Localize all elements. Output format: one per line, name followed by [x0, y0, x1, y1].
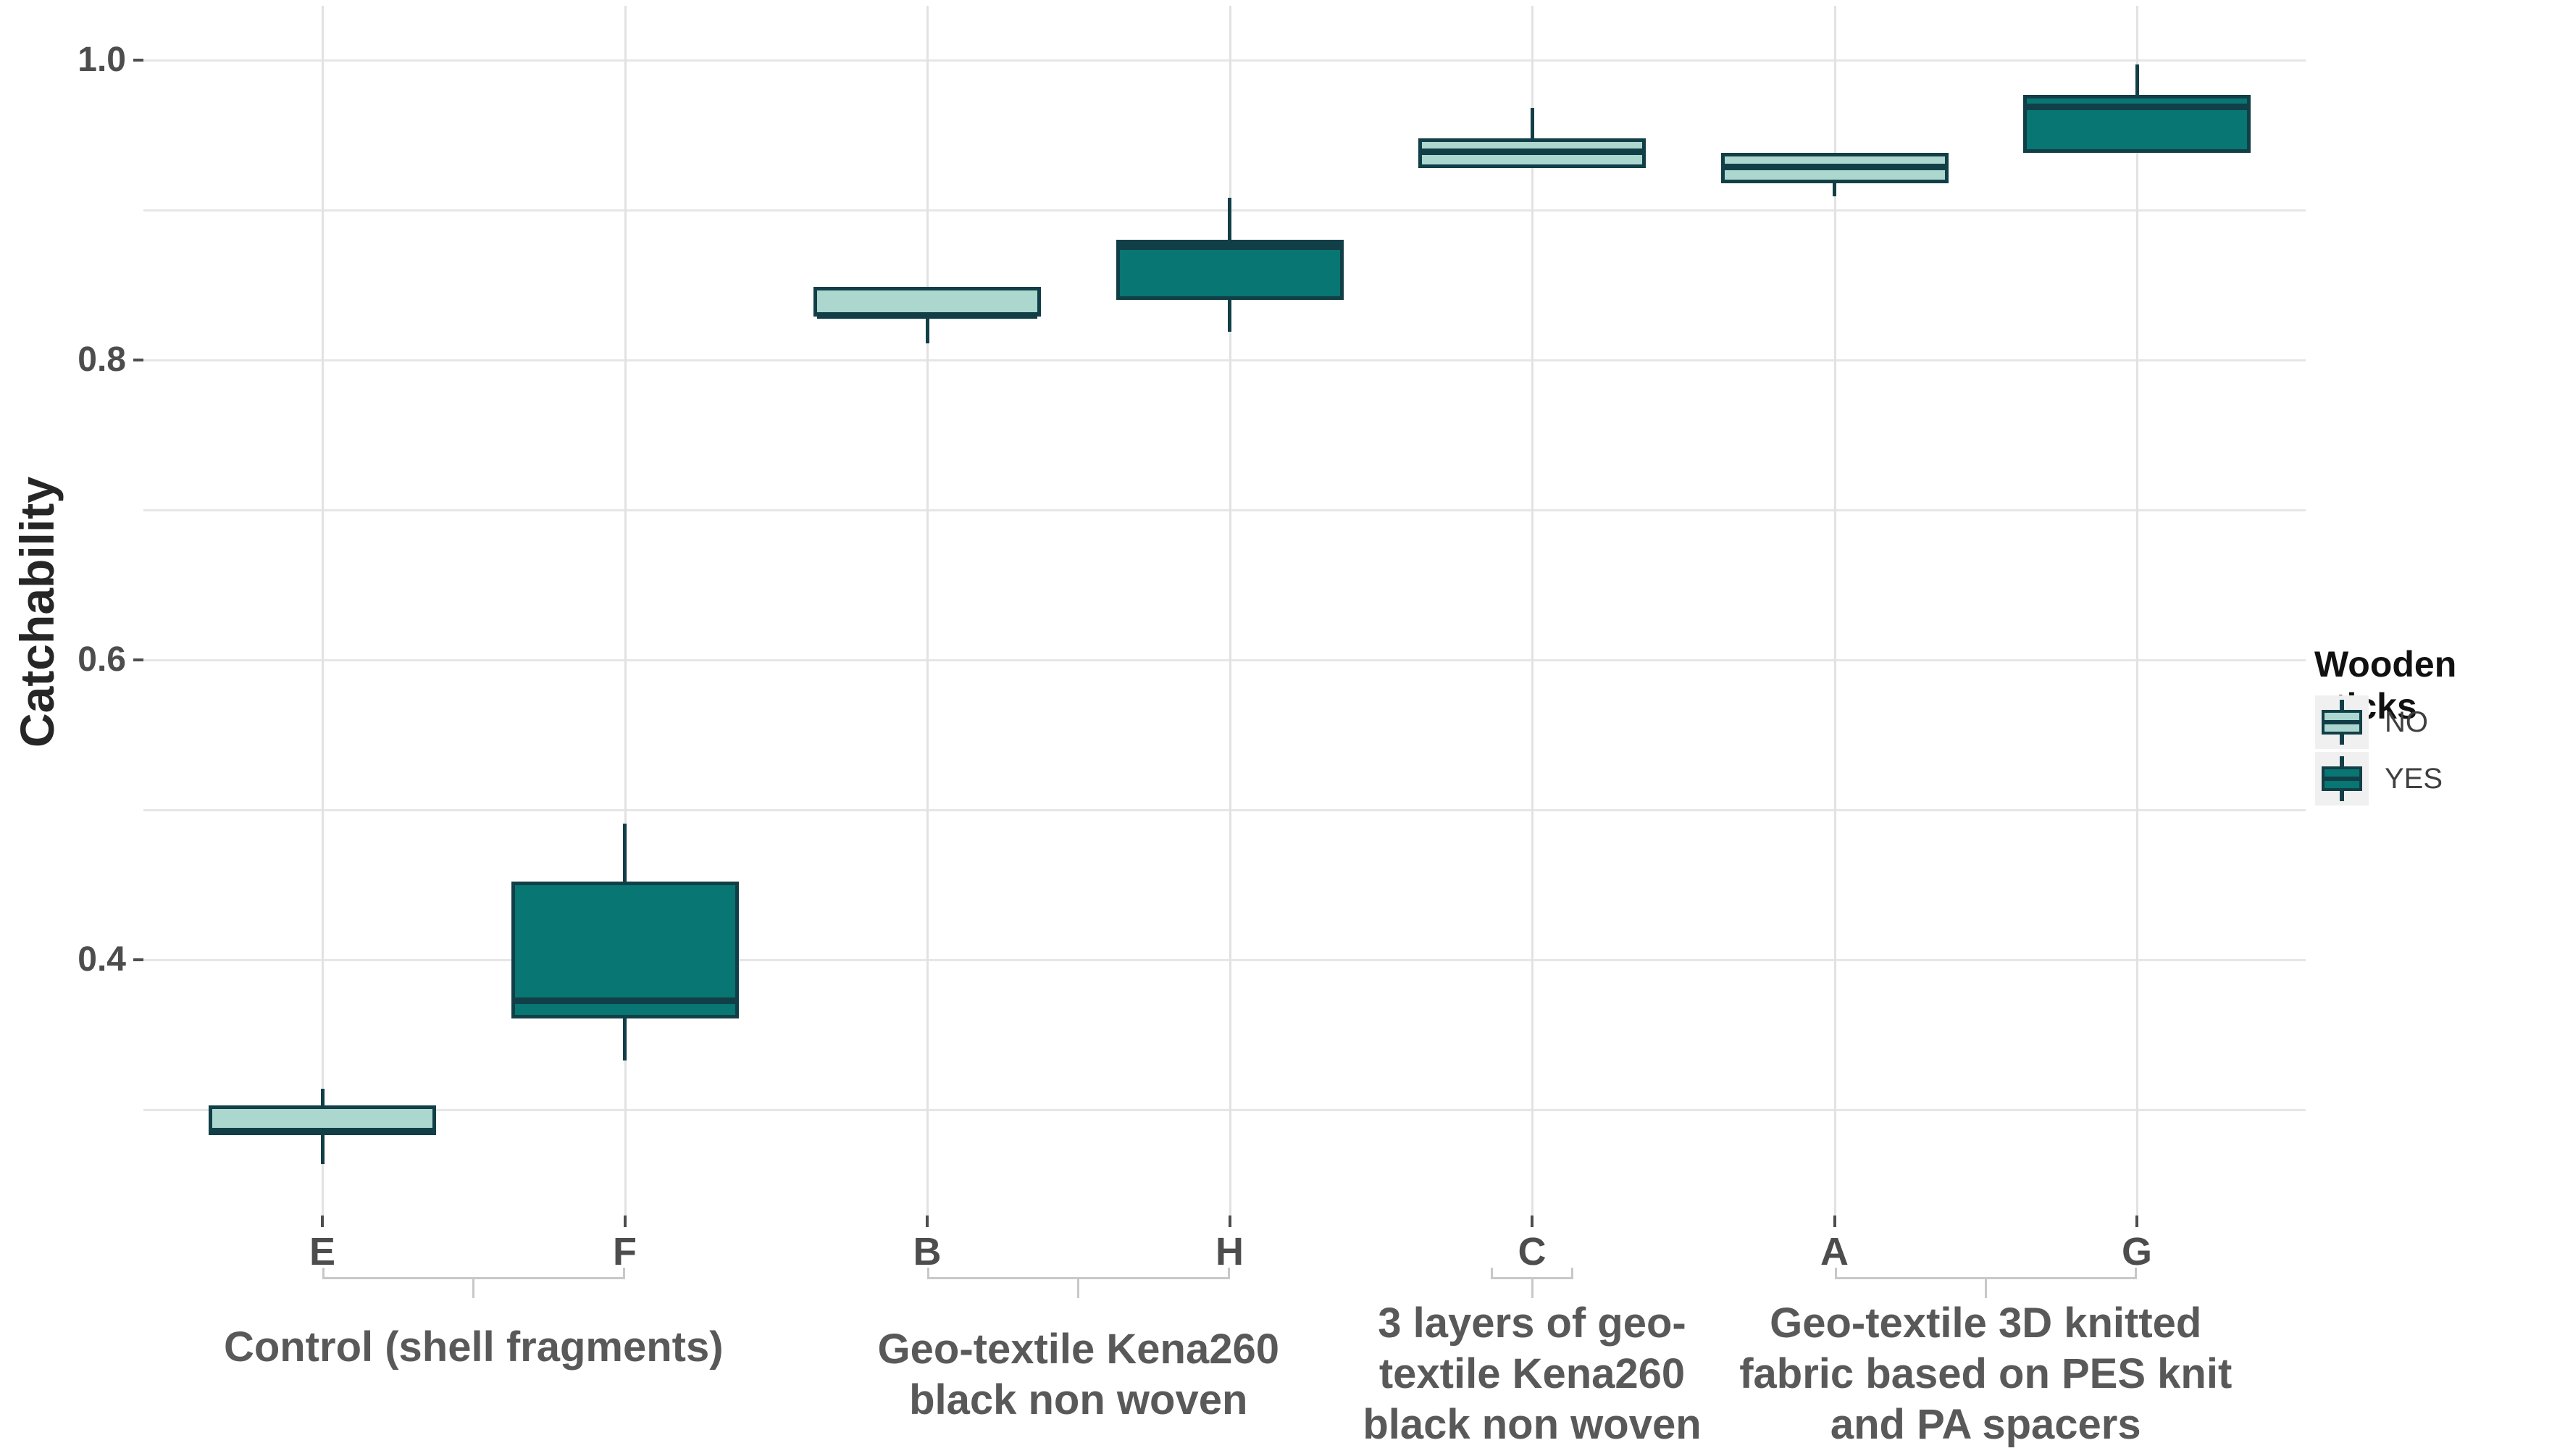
bracket-end [1571, 1268, 1573, 1279]
bracket-stem [1077, 1279, 1080, 1298]
lower-whisker-E [320, 1135, 325, 1164]
gridline-vertical-A [1833, 6, 1836, 1216]
x-axis-label-A: A [1820, 1230, 1849, 1273]
glyph-lower-whisker [2340, 735, 2344, 745]
y-axis-tick-label: 0.8 [78, 340, 126, 379]
upper-whisker-H [1228, 198, 1231, 240]
glyph-median [2322, 720, 2362, 724]
x-axis-tick-C [1531, 1216, 1533, 1227]
gridline-vertical-H [1229, 6, 1231, 1216]
upper-whisker-E [320, 1089, 325, 1105]
legend-label-no: NO [2385, 706, 2428, 738]
lower-whisker-B [925, 316, 929, 344]
boxplot-key-yes-icon [2315, 752, 2369, 806]
gridline-horizontal [143, 59, 2306, 62]
median-E [212, 1127, 432, 1134]
bracket-end [1834, 1268, 1837, 1279]
gridline-horizontal [143, 659, 2306, 661]
x-axis-tick-G [2135, 1216, 2138, 1227]
box-F [511, 882, 739, 1018]
median-F [514, 997, 735, 1004]
x-axis-label-B: B [913, 1230, 942, 1273]
bracket-line [322, 1277, 625, 1279]
bracket-end [1227, 1268, 1230, 1279]
glyph-upper-whisker [2340, 756, 2344, 766]
upper-whisker-G [2135, 64, 2139, 95]
gridline-horizontal [143, 1109, 2306, 1111]
bracket-end [2135, 1268, 2137, 1279]
gridline-vertical-G [2136, 6, 2138, 1216]
bracket-line [927, 1277, 1230, 1279]
y-axis-tick [133, 958, 143, 961]
gridline-vertical-B [926, 6, 929, 1216]
group-label-2: 3 layers of geo- textile Kena260 black n… [1363, 1300, 1702, 1448]
bracket-end [1491, 1268, 1493, 1279]
y-axis-tick [133, 359, 143, 361]
plot-panel [143, 6, 2306, 1216]
lower-whisker-F [623, 1018, 627, 1060]
glyph-lower-whisker [2340, 791, 2344, 801]
legend: Wooden sticks NO YES [2314, 643, 2565, 806]
group-label-0: Control (shell fragments) [223, 1323, 724, 1371]
glyph-upper-whisker [2340, 700, 2344, 710]
bracket-line [1834, 1277, 2137, 1279]
bracket-end [322, 1268, 325, 1279]
bracket-end [927, 1268, 929, 1279]
bracket-line [1491, 1277, 1573, 1279]
y-axis-tick [133, 658, 143, 661]
gridline-vertical-E [322, 6, 324, 1216]
bracket-stem [472, 1279, 475, 1298]
upper-whisker-F [623, 823, 627, 882]
median-A [1724, 163, 1945, 170]
group-label-3: Geo-textile 3D knitted fabric based on P… [1739, 1300, 2233, 1448]
y-axis-tick-label: 1.0 [78, 41, 126, 79]
bracket-stem [1984, 1279, 1987, 1298]
x-axis-label-H: H [1215, 1230, 1244, 1273]
x-axis-tick-B [926, 1216, 929, 1227]
lower-whisker-A [1833, 183, 1836, 197]
x-axis-tick-H [1228, 1216, 1231, 1227]
gridline-vertical-F [624, 6, 627, 1216]
x-axis-tick-E [321, 1216, 324, 1227]
y-axis-tick-label: 0.4 [78, 940, 126, 979]
gridline-horizontal [143, 809, 2306, 811]
y-axis-tick [133, 59, 143, 62]
x-axis-label-C: C [1518, 1230, 1547, 1273]
y-axis-tick-label: 0.6 [78, 640, 126, 679]
x-axis-label-E: E [309, 1230, 336, 1273]
group-label-1: Geo-textile Kena260 black non woven [877, 1326, 1279, 1423]
lower-whisker-H [1228, 300, 1231, 332]
median-G [2027, 104, 2247, 111]
glyph-median [2322, 777, 2362, 781]
gridline-horizontal [143, 209, 2306, 212]
boxplot-key-no-icon [2315, 695, 2369, 749]
bracket-stem [1531, 1279, 1533, 1298]
gridline-horizontal [143, 509, 2306, 511]
box-H [1116, 240, 1344, 301]
x-axis-tick-F [623, 1216, 627, 1227]
x-axis-label-F: F [613, 1230, 637, 1273]
median-H [1119, 243, 1340, 250]
gridline-horizontal [143, 959, 2306, 961]
gridline-horizontal [143, 359, 2306, 361]
upper-whisker-C [1530, 108, 1534, 138]
x-axis-label-G: G [2121, 1230, 2152, 1273]
legend-label-yes: YES [2385, 763, 2443, 795]
bracket-end [622, 1268, 625, 1279]
x-axis-tick-A [1833, 1216, 1836, 1227]
median-C [1422, 148, 1642, 156]
gridline-vertical-C [1531, 6, 1533, 1216]
y-axis-title: Catchability [10, 476, 64, 748]
median-B [817, 311, 1037, 319]
